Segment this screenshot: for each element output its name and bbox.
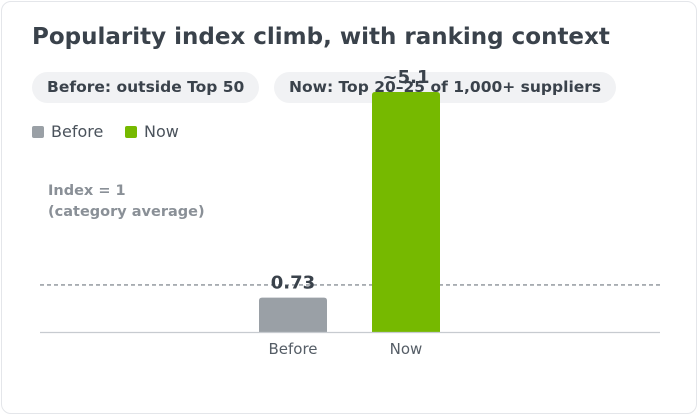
bar-before	[259, 297, 327, 332]
x-tick-label-now: Now	[390, 340, 423, 358]
legend-label-before: Before	[51, 122, 104, 141]
legend-swatch-now	[125, 126, 137, 138]
value-label-before: 0.73	[271, 273, 315, 294]
chart-title: Popularity index climb, with ranking con…	[32, 24, 610, 50]
reference-line-label: Index = 1	[48, 183, 126, 199]
legend-swatch-before	[32, 126, 44, 138]
context-pill-now: Now: Top 20–25 of 1,000+ suppliers	[274, 72, 617, 103]
bar-now	[372, 92, 440, 332]
legend-label-now: Now	[144, 122, 179, 141]
reference-line-label: (category average)	[48, 204, 205, 220]
context-pill-before: Before: outside Top 50	[32, 72, 260, 103]
value-label-now: ~5.1	[383, 67, 430, 88]
x-tick-label-before: Before	[268, 340, 317, 358]
